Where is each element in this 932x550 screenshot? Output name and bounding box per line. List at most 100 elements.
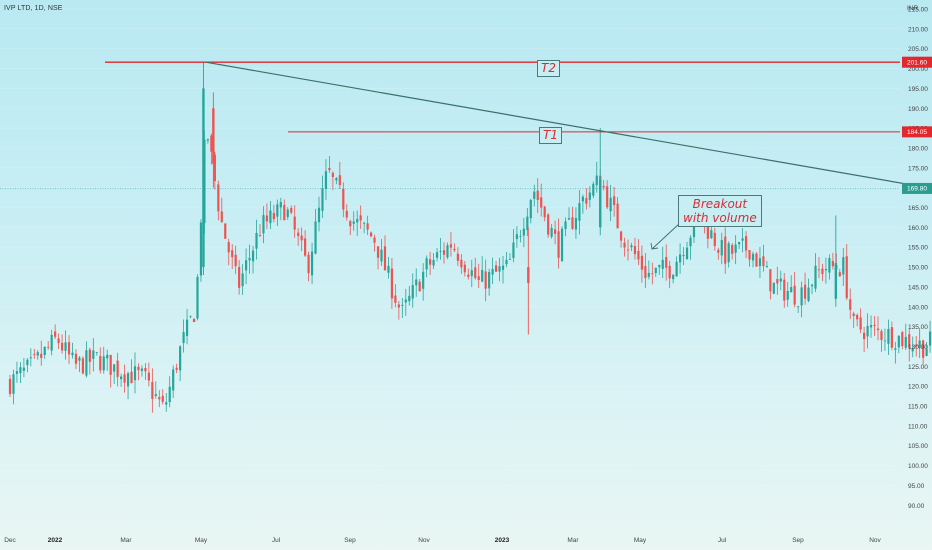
candle-body (599, 179, 602, 228)
candle-body (179, 346, 182, 371)
candle-body (74, 353, 78, 364)
candle-body (213, 154, 216, 182)
candle-body (904, 336, 907, 348)
candle-body (50, 334, 53, 351)
candle-body (717, 249, 720, 253)
candle-body (12, 374, 15, 394)
candle-body (744, 236, 748, 251)
candle-body (418, 281, 421, 292)
candle-body (22, 367, 25, 371)
candle-body (387, 265, 390, 273)
candle-body (831, 261, 834, 267)
candle-body (908, 334, 911, 348)
candle-body (790, 287, 793, 293)
candle-body (925, 348, 928, 356)
y-tick-label: 95.00 (908, 483, 925, 490)
candle-body (765, 266, 768, 268)
candle-body (554, 229, 557, 234)
candle-body (446, 245, 449, 258)
candle-body (727, 243, 730, 263)
candle-body (665, 257, 668, 268)
candle-body (588, 192, 591, 200)
annotation-t1[interactable]: T1 (539, 127, 562, 144)
candle-body (265, 215, 269, 222)
candle-body (349, 221, 352, 227)
candle-body (192, 319, 196, 323)
candle-body (290, 207, 293, 213)
y-tick-label: 180.00 (908, 145, 928, 152)
candle-body (328, 167, 331, 171)
candle-body (331, 172, 334, 178)
candle-body (210, 135, 213, 152)
candle-body (363, 222, 366, 224)
candle-body (54, 331, 57, 337)
candle-body (731, 245, 734, 254)
candle-body (147, 372, 150, 381)
candle-body (116, 360, 119, 377)
annotation-t2[interactable]: T2 (537, 60, 560, 77)
candle-body (527, 267, 530, 283)
candle-body (463, 264, 466, 273)
candle-body (206, 139, 210, 141)
candle-body (807, 287, 810, 301)
candle-body (484, 271, 487, 289)
candle-body (238, 266, 241, 288)
candle-body (15, 371, 19, 374)
candle-body (505, 259, 508, 265)
candle-body (901, 332, 904, 347)
candle-body (335, 178, 338, 181)
candle-body (113, 364, 116, 372)
candle-body (140, 368, 144, 371)
y-tick-label: 205.00 (908, 46, 928, 53)
candle-body (85, 350, 88, 376)
candle-body (720, 239, 723, 256)
candle-body (928, 331, 932, 346)
candle-body (293, 216, 296, 230)
y-tick-label: 120.00 (908, 384, 928, 391)
candle-body (863, 332, 866, 339)
candle-body (769, 269, 772, 292)
candle-body (585, 197, 588, 204)
candle-body (456, 253, 459, 261)
candle-body (595, 175, 598, 186)
x-tick-label: Mar (120, 537, 132, 544)
candle-body (755, 253, 758, 267)
y-tick-label: 140.00 (908, 304, 928, 311)
candle-body (526, 216, 529, 231)
y-tick-label: 150.00 (908, 265, 928, 272)
candle-body (713, 232, 716, 247)
candle-body (834, 263, 838, 299)
candle-body (911, 347, 914, 352)
symbol-title[interactable]: IVP LTD, 1D, NSE (4, 5, 63, 12)
candle-body (120, 376, 123, 380)
candle-body (269, 210, 272, 224)
candle-body (29, 357, 32, 359)
breakout-arrow (651, 222, 681, 250)
candle-body (279, 202, 282, 208)
candle-body (81, 358, 85, 374)
price-tag-t2-bg (902, 56, 932, 68)
price-tag-current: 169.80 (907, 186, 927, 193)
candle-body (376, 246, 380, 258)
candle-body (345, 210, 348, 218)
candle-body (272, 212, 275, 220)
candle-body (47, 346, 50, 348)
y-tick-label: 165.00 (908, 205, 928, 212)
y-tick-label: 155.00 (908, 245, 928, 252)
breakout-arrow-head (650, 242, 659, 250)
candle-body (36, 352, 39, 356)
candle-body (435, 252, 439, 258)
candle-body (425, 258, 428, 270)
annotation-breakout[interactable]: Breakout with volume (678, 195, 762, 227)
candle-body (356, 219, 359, 223)
candle-body (550, 227, 553, 237)
candle-body (824, 269, 828, 271)
candle-body (212, 108, 215, 164)
x-tick-label: Mar (567, 537, 579, 544)
candle-body (547, 214, 550, 235)
candle-body (897, 335, 900, 348)
y-tick-label: 200.00 (908, 66, 928, 73)
candle-body (369, 232, 373, 237)
candle-body (78, 357, 81, 361)
